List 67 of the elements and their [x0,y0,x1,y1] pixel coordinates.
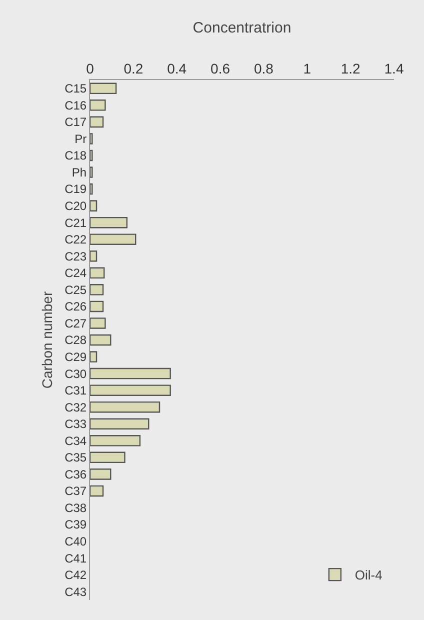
y-tick-label: C38 [64,500,87,515]
y-tick-label: C22 [64,232,87,247]
bar [90,183,93,195]
bar [90,351,98,362]
bar [90,166,93,178]
bar [90,468,112,480]
bar [90,284,104,296]
y-tick-label: C34 [64,434,87,448]
x-axis-title: Concentratrion [192,20,292,36]
bar [90,116,104,128]
y-tick-label: C39 [64,518,87,532]
y-tick-label: C30 [64,366,87,381]
y-tick-label: C28 [64,333,87,348]
y-tick-label: C40 [64,534,87,548]
y-tick-label: Ph [72,165,87,180]
x-tick-label: 0.6 [210,60,230,76]
bar [90,82,117,94]
y-tick-label: C41 [64,551,87,566]
y-tick-label: C32 [64,400,87,414]
bar [90,250,98,262]
bar [90,133,93,144]
bar [90,267,105,279]
bar [90,368,171,380]
bar [90,452,126,464]
y-tick-label: C43 [64,584,87,599]
bar [90,435,141,446]
y-tick-label: C35 [64,450,87,465]
y-axis-title: Carbon number [39,291,55,389]
y-tick-label: C16 [64,98,87,112]
y-tick-label: Pr [74,132,87,146]
y-tick-label: C17 [64,115,87,130]
y-tick-label: C19 [64,182,87,196]
bar [90,384,171,396]
y-tick-label: C42 [64,568,87,582]
y-tick-label: C18 [64,148,87,163]
y-tick-label: C15 [64,82,87,96]
bar [90,234,136,245]
bar [90,485,104,497]
bar [90,401,160,413]
y-tick-label: C26 [64,300,87,314]
x-tick-label: 1.2 [340,60,361,76]
y-tick-label: C29 [64,350,87,364]
y-tick-label: C24 [64,266,87,280]
bar [90,334,112,346]
y-tick-label: C20 [64,199,87,214]
bar [90,216,128,228]
x-tick-label: 0.8 [254,60,274,76]
y-tick-label: C37 [64,484,87,498]
y-tick-label: C21 [64,216,87,230]
x-tick-label: 1 [303,60,312,76]
y-tick-label: C33 [64,417,87,432]
bar [90,200,98,212]
y-tick-label: C27 [64,316,87,330]
bar [90,418,150,430]
bar [90,150,93,162]
bar [90,100,106,111]
legend-label: Oil-4 [354,568,382,583]
x-tick-label: 0 [86,60,94,76]
y-tick-label: C25 [64,282,87,297]
x-tick-label: 0.4 [167,60,187,76]
y-tick-label: C36 [64,467,87,482]
bar [90,300,104,312]
y-tick-label: C31 [64,384,87,398]
bar [90,318,106,329]
x-tick-label: 0.2 [124,60,144,76]
x-tick-label: 1.4 [384,60,404,76]
y-tick-label: C23 [64,249,87,264]
